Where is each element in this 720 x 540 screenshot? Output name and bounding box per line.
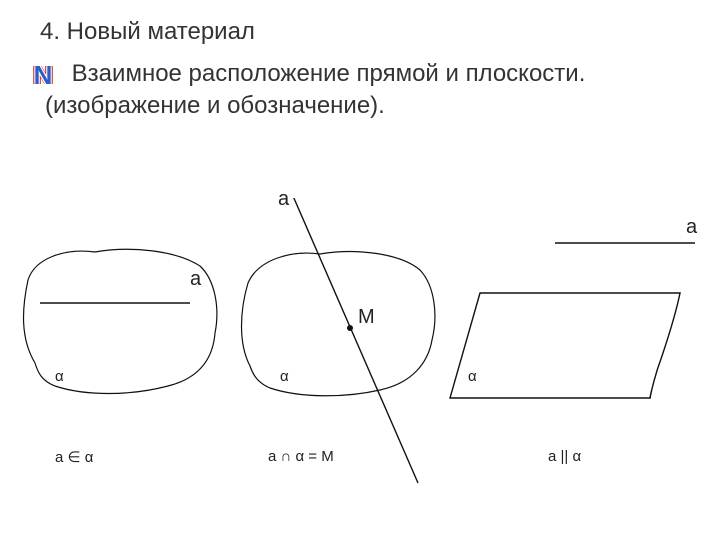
paragraph-text: Взаимное расположение прямой и плоскости… xyxy=(45,60,585,119)
section-paragraph: Взаимное расположение прямой и плоскости… xyxy=(45,58,680,123)
figures-area: a α a ∈ α a α M a ∩ α = М a α a || α xyxy=(0,198,720,518)
fig3-line-label: a xyxy=(686,216,697,239)
fig3-parallelogram xyxy=(450,293,680,398)
fig2-point-m xyxy=(347,325,353,331)
fig2-plane-blob xyxy=(242,252,435,396)
fig3-mask xyxy=(651,294,691,404)
section-heading: 4. Новый материал xyxy=(40,18,255,46)
fig1-plane-blob xyxy=(24,249,217,393)
fig2-line-label: a xyxy=(278,188,289,211)
fig1-line-label: a xyxy=(190,268,201,291)
fig1-caption: a ∈ α xyxy=(55,448,93,466)
fig3-caption: a || α xyxy=(548,448,581,465)
diagram-svg xyxy=(0,198,720,518)
fig2-line-a xyxy=(293,198,418,483)
fig2-caption: a ∩ α = М xyxy=(268,448,334,465)
fig2-point-label: M xyxy=(358,306,375,329)
fig1-plane-label: α xyxy=(55,368,64,385)
fig3-plane-label: α xyxy=(468,368,477,385)
fig2-plane-label: α xyxy=(280,368,289,385)
